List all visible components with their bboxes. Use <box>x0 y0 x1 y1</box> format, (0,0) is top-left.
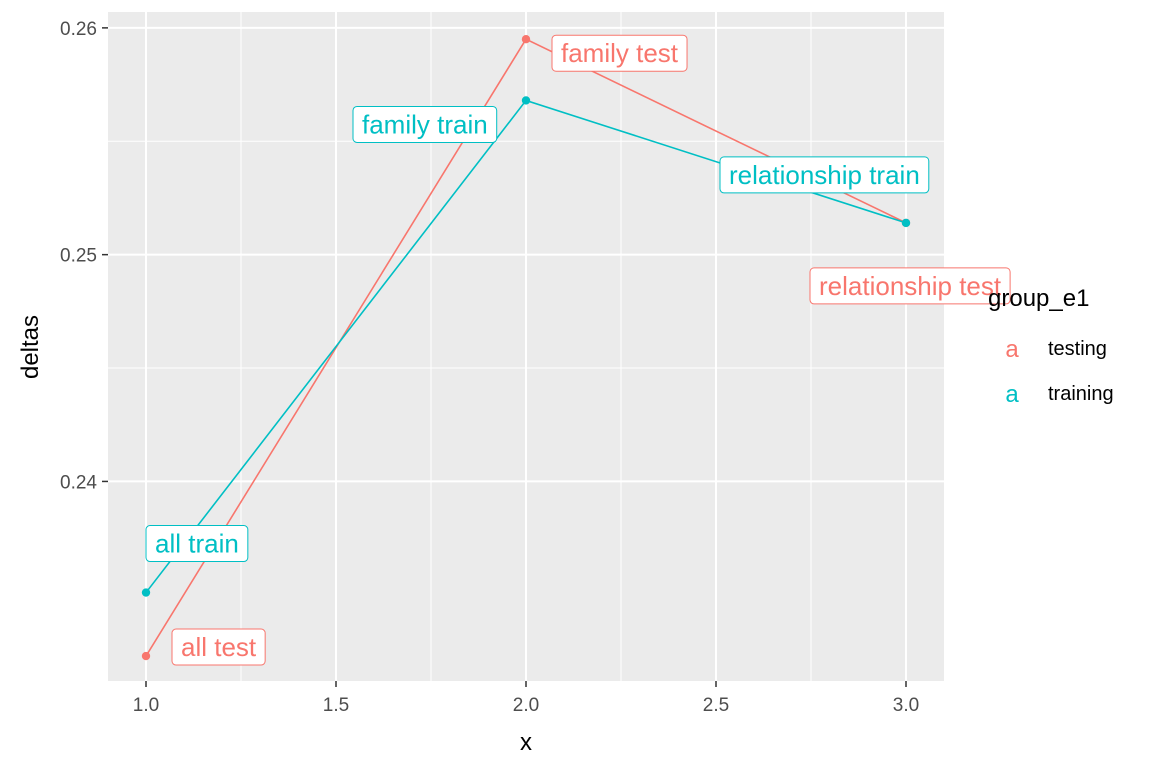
y-tick-label: 0.24 <box>60 472 97 493</box>
x-tick-label: 1.5 <box>323 695 349 716</box>
point-label-text: family train <box>362 109 488 139</box>
y-tick-label: 0.25 <box>60 246 97 267</box>
x-tick-label: 2.0 <box>513 695 539 716</box>
data-point-training <box>521 96 531 105</box>
x-tick-label: 1.0 <box>133 695 159 716</box>
legend-items: a testing a training <box>1005 336 1113 408</box>
point-label-box <box>145 525 249 563</box>
legend-key-testing: a <box>1005 336 1019 363</box>
x-tick-label: 2.5 <box>703 695 729 716</box>
data-point-testing <box>141 651 151 661</box>
point-label-text: family test <box>561 38 679 68</box>
point-label-training: all train <box>145 525 249 563</box>
point-label-training: relationship train <box>719 156 930 194</box>
point-label-testing: all test <box>171 628 266 666</box>
y-axis-title: deltas <box>17 315 44 379</box>
legend-label-training: training <box>1048 383 1114 405</box>
data-point-training <box>141 588 151 597</box>
point-label-testing: family test <box>551 34 688 72</box>
major-gridlines <box>108 12 944 681</box>
label-layer: all test family test relationship test all … <box>145 34 1011 666</box>
point-label-text: all train <box>155 529 239 559</box>
point-label-training: family train <box>352 105 498 143</box>
legend-key-training: a <box>1005 381 1019 408</box>
axis-layer: 1.0 1.5 2.0 2.5 3.0 0.24 0.25 0.26 <box>60 19 919 716</box>
legend-title: group_e1 <box>988 285 1089 312</box>
x-axis-title: x <box>520 729 532 756</box>
point-label-text: relationship test <box>819 271 1002 301</box>
legend: group_e1 a testing a training <box>988 285 1114 408</box>
data-point-training <box>901 218 911 228</box>
legend-label-testing: testing <box>1048 338 1107 360</box>
data-point-testing <box>521 35 531 44</box>
point-label-box <box>171 628 266 666</box>
point-label-box <box>719 156 930 194</box>
x-tick-label: 3.0 <box>893 695 919 716</box>
point-label-text: relationship train <box>729 160 920 190</box>
point-label-testing: relationship test <box>809 267 1011 305</box>
y-tick-label: 0.26 <box>60 19 97 40</box>
point-label-box <box>352 105 498 143</box>
point-label-box <box>551 34 688 72</box>
point-label-text: all test <box>181 632 257 662</box>
point-label-box <box>809 267 1011 305</box>
